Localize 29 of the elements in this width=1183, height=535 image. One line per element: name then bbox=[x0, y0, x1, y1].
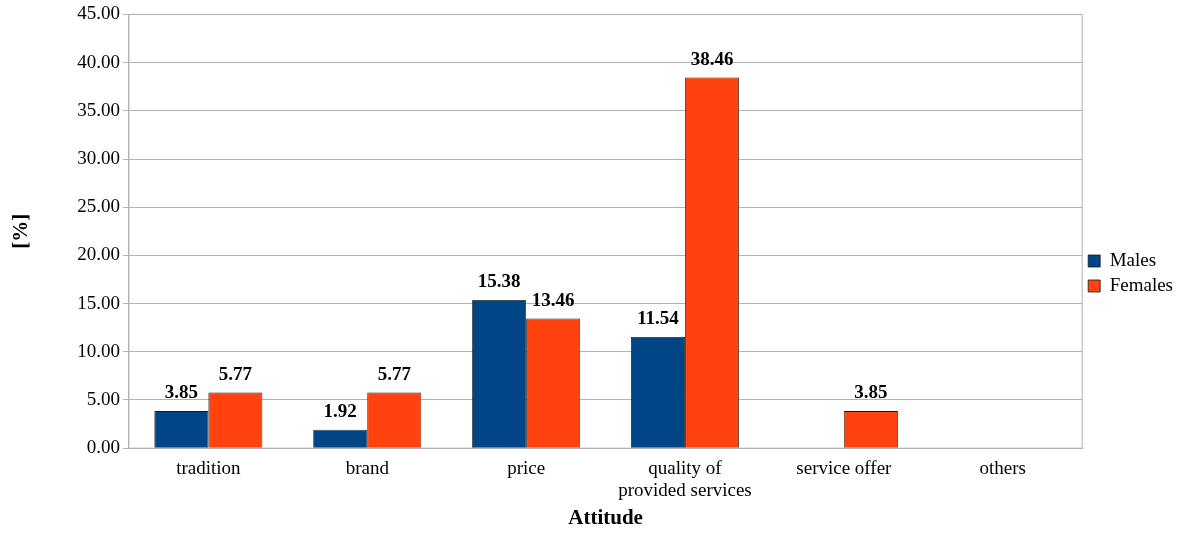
x-tick-label: quality of provided services bbox=[618, 456, 752, 501]
legend-label: Males bbox=[1109, 248, 1157, 270]
data-label: 3.85 bbox=[164, 381, 198, 403]
y-tick-label: 25.00 bbox=[77, 195, 120, 217]
x-tick-label: service offer bbox=[796, 456, 893, 478]
y-tick-label: 40.00 bbox=[77, 50, 120, 72]
data-label: 5.77 bbox=[377, 362, 412, 384]
y-tick-label: 10.00 bbox=[77, 339, 120, 361]
data-label: 1.92 bbox=[323, 400, 357, 422]
x-tick-label: tradition bbox=[176, 456, 242, 478]
y-tick-label: 15.00 bbox=[77, 291, 120, 313]
y-tick-label: 0.00 bbox=[86, 436, 120, 458]
data-label: 38.46 bbox=[690, 47, 734, 69]
data-label: 5.77 bbox=[218, 362, 253, 384]
data-label: 15.38 bbox=[477, 270, 521, 292]
y-axis-title: [%] bbox=[8, 213, 33, 249]
y-tick-label: 30.00 bbox=[77, 146, 120, 168]
x-tick-label: price bbox=[507, 456, 546, 478]
data-label: 3.85 bbox=[854, 381, 888, 403]
y-tick-label: 5.00 bbox=[86, 387, 120, 409]
y-tick-label: 45.00 bbox=[77, 2, 120, 24]
data-label: 13.46 bbox=[531, 288, 575, 310]
data-label: 11.54 bbox=[637, 307, 680, 329]
y-tick-label: 20.00 bbox=[77, 243, 120, 265]
y-tick-label: 35.00 bbox=[77, 98, 120, 120]
legend-label: Females bbox=[1109, 273, 1174, 295]
x-axis-title: Attitude bbox=[568, 504, 643, 529]
x-tick-label: others bbox=[979, 456, 1026, 478]
x-tick-label: brand bbox=[345, 456, 390, 478]
